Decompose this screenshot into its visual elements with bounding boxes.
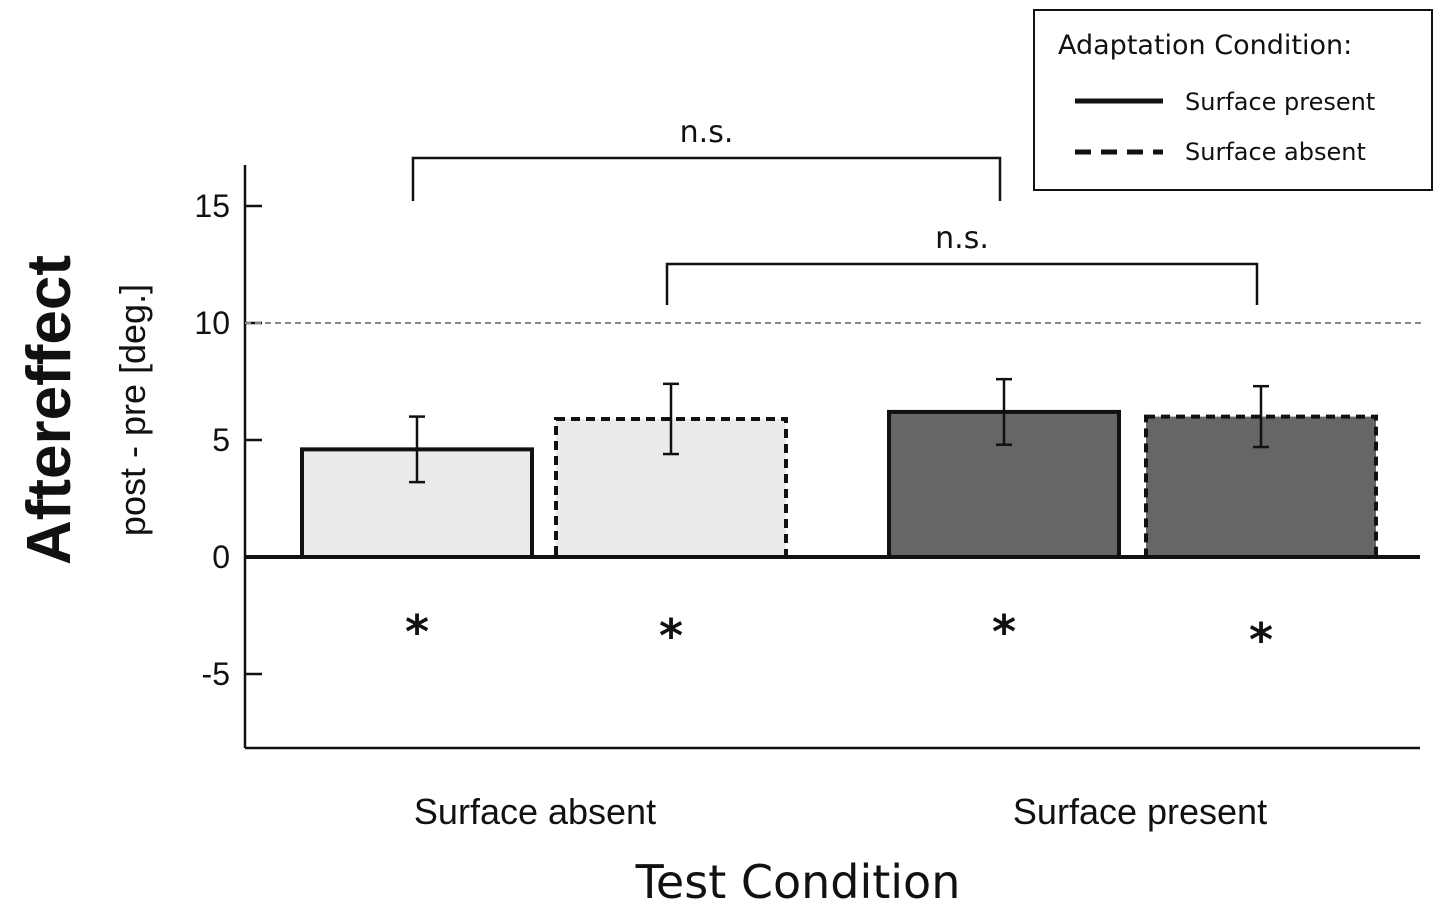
bars-group xyxy=(300,409,1378,560)
comparison-label: n.s. xyxy=(680,115,734,150)
significance-star: * xyxy=(992,605,1016,659)
legend-item-surface-present: Surface present xyxy=(1185,88,1375,116)
category-labels: Surface absent Surface present xyxy=(414,791,1267,832)
category-label: Surface present xyxy=(1013,791,1267,832)
x-axis-label: Test Condition xyxy=(635,855,961,905)
y-tick-label: 10 xyxy=(194,305,230,341)
y-tick-label: 0 xyxy=(212,539,230,575)
significance-star: * xyxy=(405,605,429,659)
y-ticks: 15 10 5 0 -5 xyxy=(194,188,262,692)
y-tick-label: -5 xyxy=(202,656,230,692)
legend: Adaptation Condition: Surface present Su… xyxy=(1033,9,1433,191)
category-label: Surface absent xyxy=(414,791,656,832)
comparison-bracket xyxy=(411,156,1002,201)
significance-star: * xyxy=(659,609,683,663)
y-tick-label: 15 xyxy=(194,188,230,224)
significance-star: * xyxy=(1249,613,1273,667)
legend-title: Adaptation Condition: xyxy=(1058,30,1352,61)
y-axis-sublabel: post - pre [deg.] xyxy=(112,284,153,536)
y-axis-label: Aftereffect xyxy=(15,255,84,565)
comparison-bracket xyxy=(665,262,1259,305)
comparison-label: n.s. xyxy=(935,221,989,256)
error-bars-group xyxy=(409,377,1269,484)
comparison-brackets: n.s. n.s. xyxy=(411,115,1259,305)
y-tick-label: 5 xyxy=(212,422,230,458)
significance-markers: * * * * xyxy=(405,605,1273,667)
legend-item-surface-absent: Surface absent xyxy=(1185,138,1366,166)
